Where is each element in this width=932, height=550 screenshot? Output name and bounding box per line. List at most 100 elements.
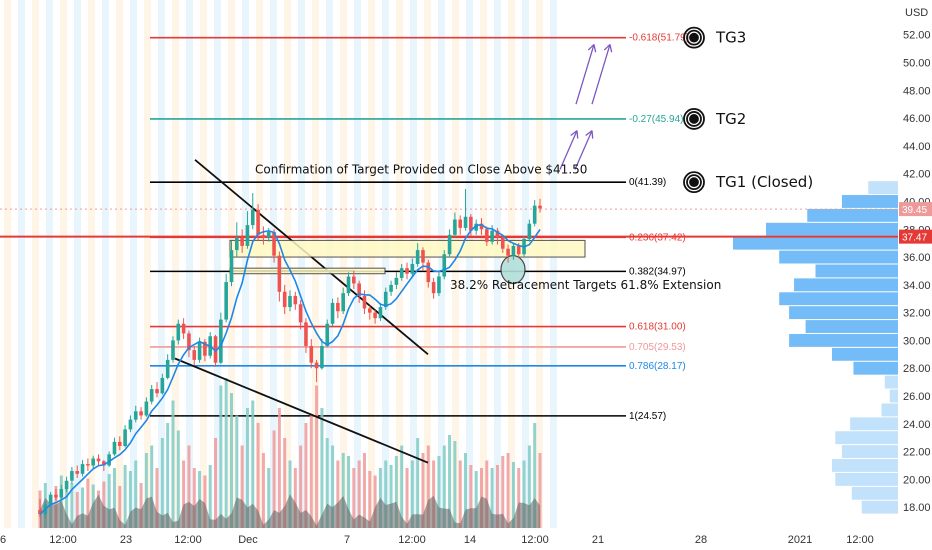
volume-bar bbox=[325, 438, 329, 528]
candle-body bbox=[479, 223, 484, 230]
candle-body bbox=[70, 471, 74, 481]
target-label: TG2 bbox=[715, 110, 746, 128]
fibonacci-levels: -0.618(51.79) -0.27(45.94) 0(41.39) 0.236(3… bbox=[0, 33, 898, 422]
volume-bar bbox=[139, 483, 143, 528]
candle-body bbox=[458, 219, 463, 228]
candle-body bbox=[516, 245, 521, 255]
volume-bar bbox=[75, 492, 79, 528]
price-tick-label: 50.00 bbox=[903, 58, 931, 70]
candle-body bbox=[272, 232, 276, 256]
session-stripe bbox=[340, 0, 347, 528]
volume-bar bbox=[299, 445, 303, 528]
volume-bar bbox=[405, 468, 409, 528]
volume-bar bbox=[267, 468, 271, 528]
candle-body bbox=[346, 276, 351, 294]
fib-label: 0.705(29.53) bbox=[629, 342, 686, 353]
session-stripe bbox=[312, 0, 319, 528]
time-tick-label: 7 bbox=[344, 534, 350, 546]
price-tick-label: 22.00 bbox=[903, 447, 931, 459]
target-arrow bbox=[591, 44, 611, 105]
session-stripe bbox=[88, 0, 95, 528]
candle-body bbox=[229, 250, 234, 283]
candle-body bbox=[378, 307, 383, 319]
volume-bar bbox=[182, 460, 186, 528]
candle-body bbox=[532, 205, 537, 224]
session-stripe bbox=[144, 0, 151, 528]
candle-body bbox=[490, 230, 494, 242]
candle-body bbox=[144, 401, 149, 416]
arrow-head bbox=[570, 130, 578, 137]
candle-body bbox=[309, 345, 314, 363]
price-axis-bg bbox=[899, 0, 932, 550]
price-tick-label: 24.00 bbox=[903, 419, 931, 431]
volume-profile-bar bbox=[789, 333, 898, 347]
session-stripe bbox=[256, 0, 263, 528]
candle-body bbox=[107, 454, 111, 466]
volume-bar bbox=[517, 468, 521, 528]
volume-bar bbox=[144, 453, 148, 528]
volume-bar bbox=[538, 453, 542, 528]
candle-body bbox=[149, 389, 154, 402]
price-tick-label: 20.00 bbox=[903, 474, 931, 486]
session-stripe bbox=[494, 0, 501, 528]
candle-body bbox=[320, 345, 324, 369]
volume-profile-bar bbox=[835, 431, 898, 445]
target-arrow bbox=[574, 130, 593, 170]
candle-body bbox=[160, 377, 165, 394]
candle-body bbox=[139, 411, 143, 416]
session-stripe bbox=[214, 0, 221, 528]
candle-body bbox=[102, 461, 106, 466]
candle-body bbox=[421, 250, 425, 263]
volume-profile-bar bbox=[881, 403, 898, 417]
volume-profile-bar bbox=[841, 445, 898, 459]
candle-body bbox=[304, 322, 308, 346]
session-stripe bbox=[18, 0, 25, 528]
volume-bar bbox=[240, 445, 244, 528]
volume-bar bbox=[400, 445, 404, 528]
candle-body bbox=[75, 471, 80, 474]
volume-bar bbox=[251, 400, 255, 528]
candle-body bbox=[224, 282, 228, 320]
volume-profile-bar bbox=[815, 264, 898, 278]
volume-profile-bar bbox=[789, 306, 898, 320]
volume-bar bbox=[469, 465, 473, 528]
current-price-tag bbox=[899, 202, 932, 217]
session-stripe bbox=[326, 0, 333, 528]
volume-bar bbox=[208, 465, 212, 528]
session-stripe bbox=[242, 0, 249, 528]
candle-body bbox=[171, 340, 175, 360]
candle-body bbox=[330, 302, 335, 324]
volume-bar bbox=[107, 474, 111, 528]
session-stripe bbox=[32, 0, 39, 528]
volume-profile-bar bbox=[853, 361, 898, 375]
volume-bar bbox=[394, 456, 398, 528]
time-tick-label: 23 bbox=[120, 534, 132, 546]
session-stripe bbox=[74, 0, 81, 528]
time-tick-label: 2021 bbox=[788, 534, 812, 546]
volume-bar bbox=[128, 471, 132, 528]
volume-bar bbox=[501, 456, 505, 528]
candle-body bbox=[133, 411, 138, 420]
target-arrow bbox=[575, 44, 595, 105]
session-stripe bbox=[354, 0, 361, 528]
volume-bar bbox=[533, 423, 537, 528]
volume-bar bbox=[511, 462, 515, 528]
session-stripe bbox=[438, 0, 445, 528]
target-icon bbox=[689, 32, 699, 43]
volume-bar bbox=[373, 475, 377, 528]
volume-bar bbox=[432, 460, 436, 528]
session-stripe bbox=[480, 0, 487, 528]
volume-bar bbox=[384, 460, 388, 528]
volume-bar bbox=[102, 481, 106, 528]
volume-bar bbox=[219, 385, 223, 528]
price-tick-label: 36.00 bbox=[903, 252, 931, 264]
volume-bar bbox=[214, 438, 218, 528]
time-tick-label: 21 bbox=[592, 534, 604, 546]
candle-body bbox=[165, 359, 170, 378]
volume-bar bbox=[410, 460, 414, 528]
volume-bar bbox=[320, 408, 324, 528]
volume-bar bbox=[341, 453, 345, 528]
candle-body bbox=[389, 284, 393, 292]
candle-body bbox=[336, 302, 340, 312]
